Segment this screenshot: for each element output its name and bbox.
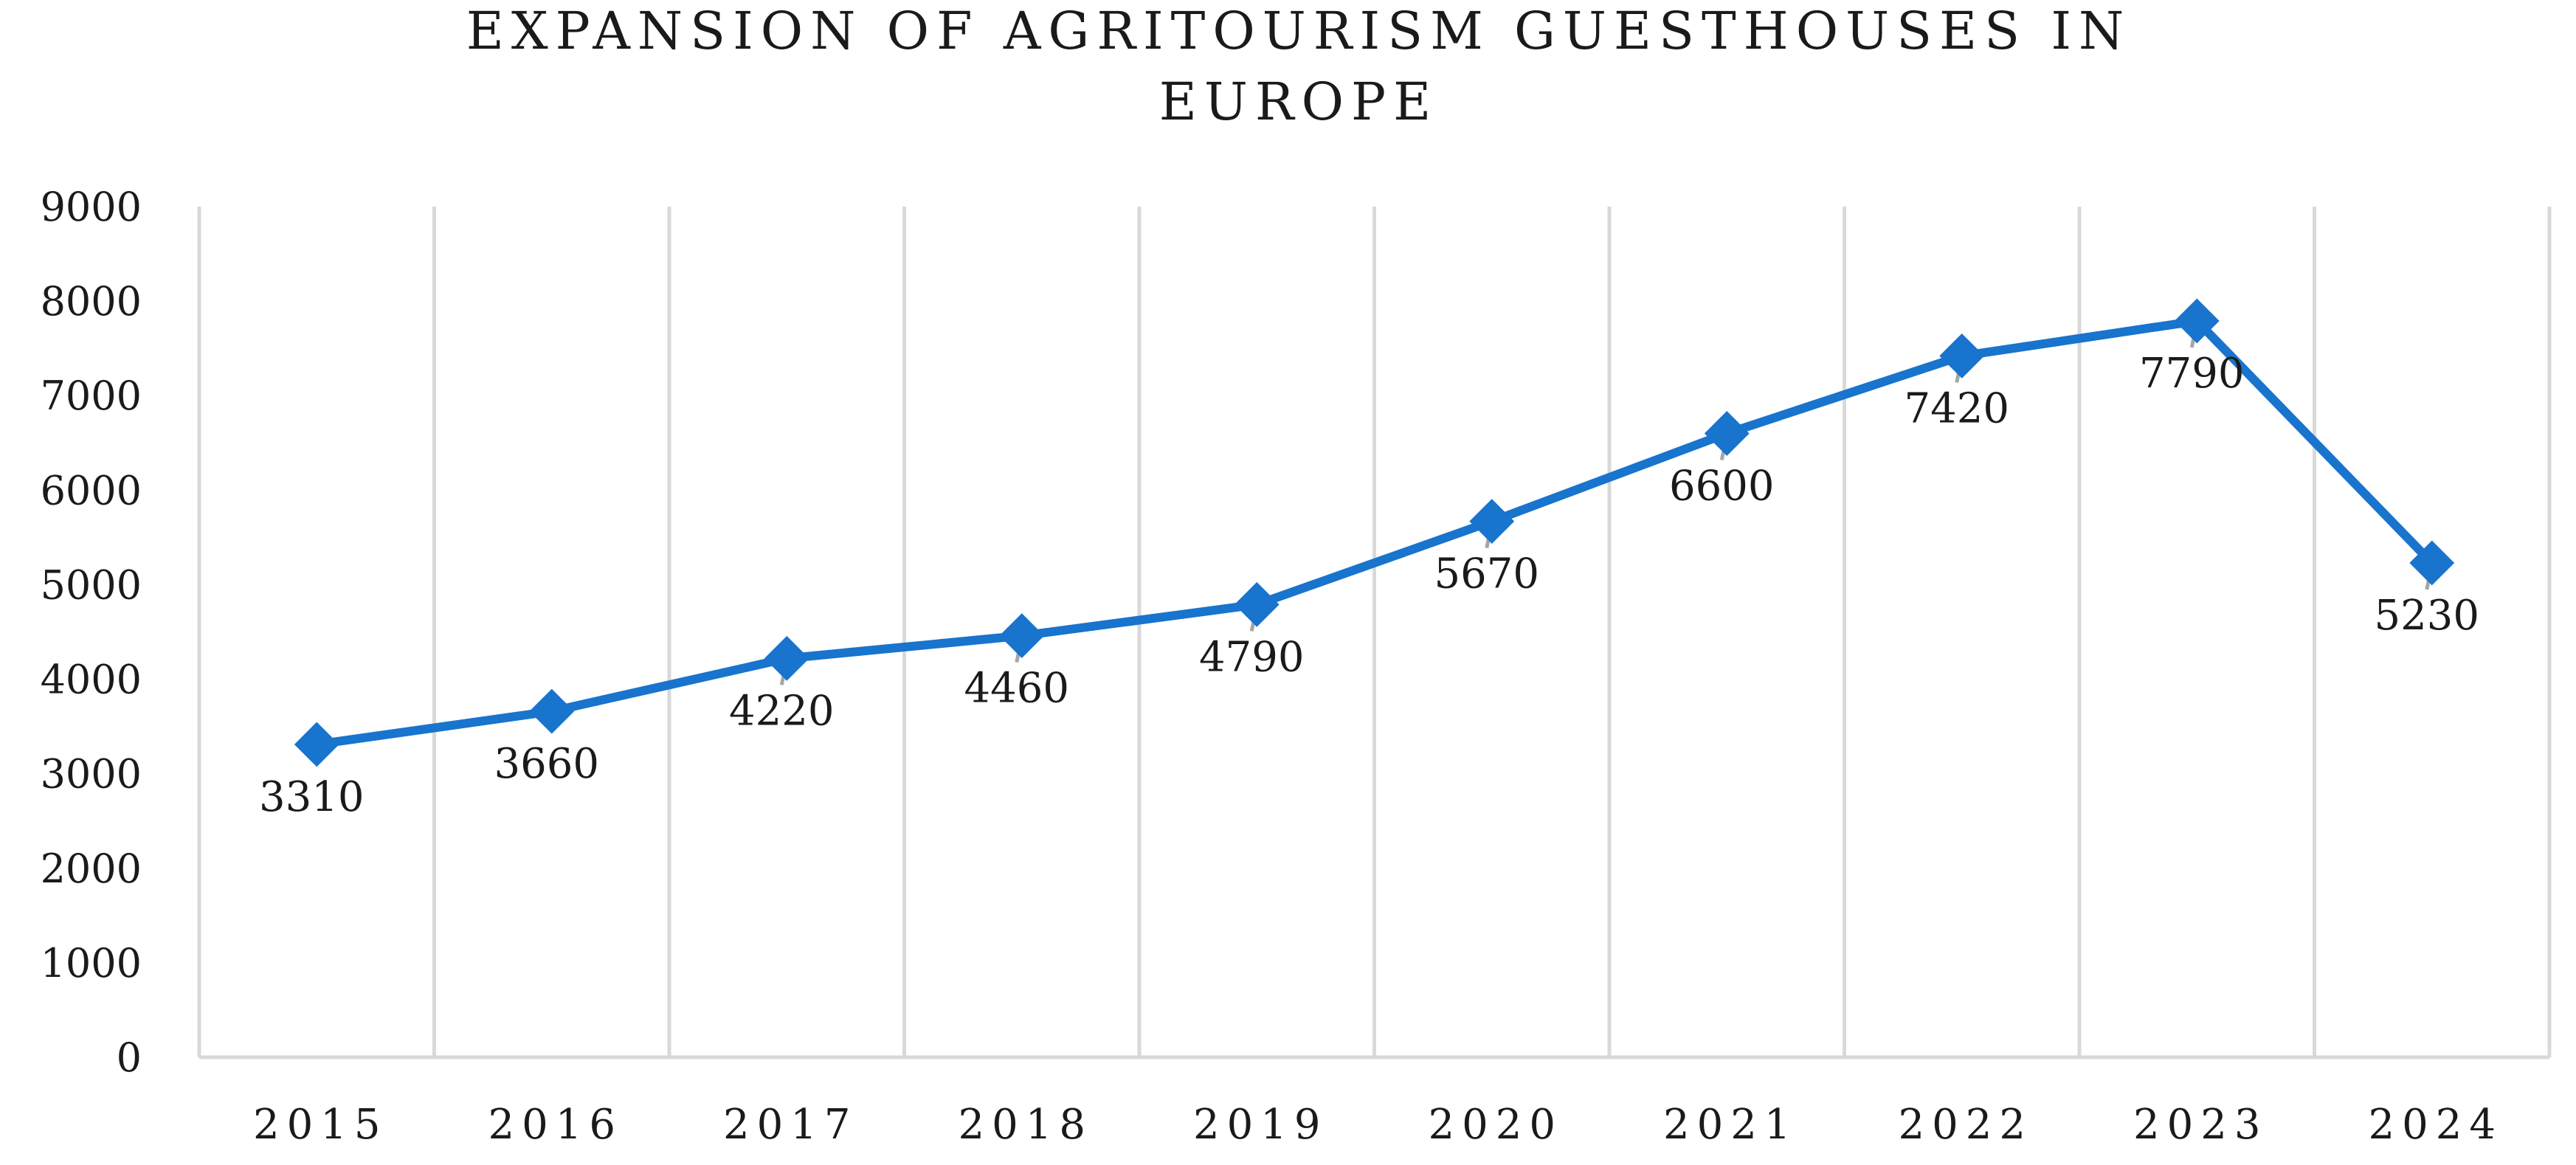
y-tick-label: 3000: [41, 751, 142, 798]
x-tick-label: 2018: [958, 1101, 1093, 1149]
chart-title-line-2: EUROPE: [1159, 72, 1438, 132]
data-point-marker: [1234, 581, 1280, 627]
chart-title: EXPANSION OF AGRITOURISM GUESTHOUSES IN …: [466, 1, 2131, 132]
x-tick-label: 2019: [1193, 1101, 1328, 1149]
x-tick-label: 2016: [488, 1101, 623, 1149]
data-label: 3310: [259, 773, 365, 821]
series-line-group: [312, 317, 2437, 749]
data-labels: 3310 3660 4220 4460 4790 5670 6600 7420 7790 5230: [259, 350, 2479, 821]
x-tick-label: 2015: [253, 1101, 388, 1149]
data-point-marker: [1469, 499, 1515, 545]
y-tick-label: 9000: [41, 184, 142, 230]
x-tick-label: 2024: [2368, 1101, 2503, 1149]
y-tick-label: 4000: [41, 657, 142, 703]
data-point-markers: [294, 298, 2455, 767]
data-label: 4790: [1199, 633, 1305, 681]
gridlines: [197, 207, 2552, 1057]
x-axis-tick-labels: 2015 2016 2017 2018 2019 2020 2021 2022 2023 2024: [253, 1101, 2503, 1149]
data-label: 7420: [1904, 384, 2009, 432]
data-point-marker: [2409, 540, 2455, 586]
chart-title-line-1: EXPANSION OF AGRITOURISM GUESTHOUSES IN: [466, 1, 2131, 61]
data-point-marker: [1704, 411, 1750, 456]
series-line: [312, 317, 2437, 749]
y-tick-label: 6000: [41, 467, 142, 514]
y-tick-label: 0: [117, 1034, 142, 1081]
data-point-marker: [999, 613, 1045, 659]
y-tick-label: 2000: [41, 846, 142, 892]
data-point-marker: [529, 688, 575, 734]
data-label: 3660: [494, 740, 599, 788]
data-label: 6600: [1669, 462, 1775, 510]
x-tick-label: 2020: [1428, 1101, 1563, 1149]
y-tick-label: 1000: [41, 940, 142, 986]
data-point-marker: [1939, 333, 1985, 378]
data-label: 7790: [2139, 350, 2245, 398]
data-point-marker: [764, 635, 809, 681]
x-tick-label: 2017: [723, 1101, 858, 1149]
x-tick-label: 2022: [1898, 1101, 2033, 1149]
x-tick-label: 2023: [2133, 1101, 2268, 1149]
y-tick-label: 7000: [41, 373, 142, 419]
data-label: 5670: [1434, 550, 1539, 598]
data-label: 4460: [964, 665, 1069, 713]
data-point-marker: [2174, 298, 2220, 344]
data-label: 4220: [729, 687, 835, 735]
y-tick-label: 5000: [41, 561, 142, 608]
data-label: 5230: [2374, 592, 2479, 640]
data-point-marker: [294, 722, 339, 767]
y-axis-tick-labels: 0 1000 2000 3000 4000 5000 6000 7000 8000 9000: [41, 184, 142, 1081]
y-tick-label: 8000: [41, 278, 142, 325]
x-tick-label: 2021: [1663, 1101, 1798, 1149]
